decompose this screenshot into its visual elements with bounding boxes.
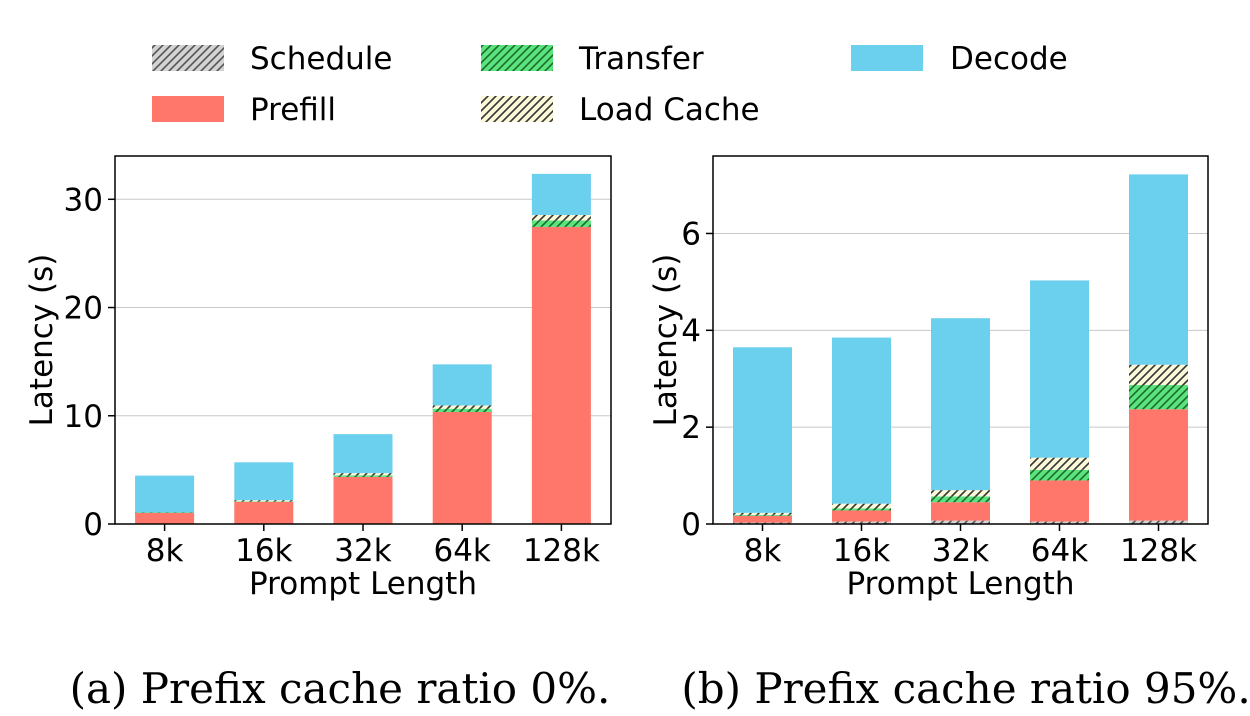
- legend-item-schedule: Schedule: [152, 41, 392, 77]
- bar-segment-load-cache: [333, 473, 393, 476]
- legend-label-transfer: Transfer: [578, 41, 704, 77]
- bar-segment-load-cache: [234, 500, 294, 502]
- bar-segment-decode: [432, 364, 492, 406]
- bar-segment-prefill: [333, 476, 393, 524]
- bar-segment-prefill: [1030, 480, 1089, 522]
- legend: Schedule Transfer Decode Prefill Load Ca…: [152, 41, 1068, 128]
- x-axis-label: Prompt Length: [249, 566, 477, 602]
- legend-label-schedule: Schedule: [250, 41, 392, 77]
- y-tick-label: 20: [64, 291, 103, 327]
- bar-segment-decode: [135, 475, 195, 513]
- x-tick-label: 8k: [744, 533, 782, 569]
- bar-segment-decode: [333, 434, 393, 474]
- legend-item-decode: Decode: [851, 41, 1068, 77]
- legend-swatch-transfer: [481, 45, 553, 71]
- legend-swatch-schedule: [152, 45, 224, 71]
- y-axis-label: Latency (s): [24, 254, 60, 427]
- x-axis-label: Prompt Length: [847, 566, 1075, 602]
- bar-segment-decode: [733, 347, 792, 513]
- x-tick-label: 32k: [932, 533, 989, 569]
- bar-segment-load-cache: [531, 214, 591, 221]
- y-tick-label: 4: [681, 313, 701, 349]
- bar-segment-decode: [234, 462, 294, 501]
- bar-segment-prefill: [1129, 409, 1188, 521]
- legend-item-prefill: Prefill: [152, 92, 336, 128]
- bar-segment-load-cache: [1030, 457, 1089, 470]
- bar-segment-schedule: [1129, 520, 1188, 524]
- bar-segment-decode: [531, 173, 591, 215]
- x-tick-label: 32k: [334, 533, 391, 569]
- x-tick-label: 128k: [1120, 533, 1197, 569]
- bar-segment-transfer: [135, 512, 195, 513]
- caption-b: (b) Prefix cache ratio 95%.: [681, 664, 1250, 713]
- panel-b-chart: 0 2 4 6 8k 16k 32k 64k 128k Prompt Length Latency …: [648, 155, 1209, 602]
- bar-segment-transfer: [1030, 469, 1089, 481]
- bar-segment-load-cache: [832, 503, 891, 509]
- bar-segment-transfer: [733, 514, 792, 516]
- bar-segment-schedule: [832, 521, 891, 524]
- legend-item-load-cache: Load Cache: [481, 92, 760, 128]
- bar-segment-prefill: [832, 510, 891, 522]
- bar-segment-prefill: [931, 502, 990, 521]
- y-axis-label: Latency (s): [648, 254, 684, 427]
- bar-segment-load-cache: [931, 490, 990, 497]
- bar-segment-decode: [1129, 174, 1188, 365]
- panel-a-chart: 0 10 20 30 8k 16k 32k 64k 128k Prompt Length Laten…: [24, 155, 612, 602]
- legend-swatch-prefill: [152, 96, 224, 122]
- y-tick-label: 0: [681, 507, 701, 543]
- bar-segment-prefill: [234, 501, 294, 524]
- legend-swatch-load-cache: [481, 96, 553, 122]
- legend-swatch-decode: [851, 45, 923, 71]
- caption-a: (a) Prefix cache ratio 0%.: [70, 664, 611, 713]
- legend-label-decode: Decode: [950, 41, 1068, 77]
- legend-item-transfer: Transfer: [481, 41, 704, 77]
- x-tick-label: 8k: [146, 533, 184, 569]
- bar-segment-prefill: [531, 226, 591, 524]
- bar-segment-transfer: [531, 220, 591, 227]
- bar-segment-prefill: [432, 411, 492, 524]
- bar-segment-decode: [832, 337, 891, 504]
- bar-segment-transfer: [832, 508, 891, 511]
- bar-segment-prefill: [733, 515, 792, 523]
- legend-label-load-cache: Load Cache: [579, 92, 760, 128]
- bar-segment-load-cache: [1129, 364, 1188, 386]
- bar-segment-prefill: [135, 512, 195, 524]
- bar-segment-schedule: [1030, 521, 1089, 524]
- y-tick-label: 10: [64, 399, 103, 435]
- y-tick-label: 0: [83, 507, 103, 543]
- x-tick-label: 16k: [833, 533, 890, 569]
- y-tick-label: 2: [681, 410, 701, 446]
- bar-segment-transfer: [1129, 385, 1188, 410]
- bar-segment-transfer: [234, 501, 294, 502]
- bar-segment-decode: [1030, 280, 1089, 458]
- bar-segment-transfer: [333, 475, 393, 477]
- bar-segment-transfer: [931, 496, 990, 503]
- bar-segment-load-cache: [432, 405, 492, 409]
- bar-segment-transfer: [432, 408, 492, 412]
- x-tick-label: 16k: [235, 533, 292, 569]
- x-tick-label: 64k: [433, 533, 490, 569]
- y-tick-label: 6: [681, 216, 701, 252]
- x-tick-label: 128k: [523, 533, 600, 569]
- bar-segment-schedule: [931, 520, 990, 524]
- y-tick-label: 30: [64, 182, 103, 218]
- bar-segment-load-cache: [733, 512, 792, 515]
- x-tick-label: 64k: [1031, 533, 1088, 569]
- legend-label-prefill: Prefill: [250, 92, 336, 128]
- bar-segment-decode: [931, 318, 990, 491]
